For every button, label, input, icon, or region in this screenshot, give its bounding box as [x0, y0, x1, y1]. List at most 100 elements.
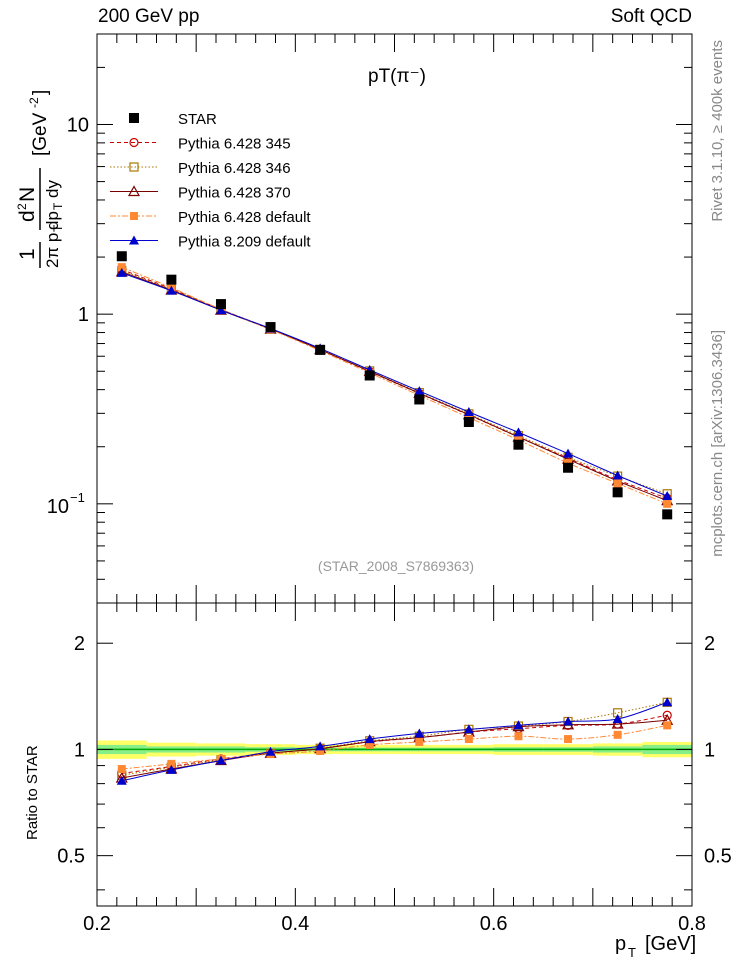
x-tick-label: 0.8	[678, 913, 706, 935]
star-point-0	[116, 251, 127, 262]
xlabel: p T [GeV]	[615, 933, 696, 960]
ratio-series-4-point-11	[662, 697, 673, 707]
ylabel-unit: [GeV	[30, 112, 51, 156]
side-top: Rivet 3.1.10, ≥ 400k events	[709, 40, 726, 222]
legend-marker-4	[130, 212, 138, 220]
legend-marker-1	[129, 137, 139, 148]
legend-label-3: Pythia 6.428 370	[178, 185, 291, 202]
star-point-7	[463, 417, 474, 428]
ylabel-dpt: dp	[43, 211, 62, 230]
star-point-10	[612, 487, 623, 498]
series-4-point-7	[463, 406, 474, 416]
ratio-panel: 0.5 0.5 1 1 2 2 0.2 0.4 0.6 0.8	[57, 602, 732, 935]
ratio-series-0-point-11	[662, 710, 672, 720]
ratio-y-label-left: 0.5	[57, 846, 85, 868]
legend-label-4: Pythia 6.428 default	[178, 209, 311, 226]
series-3-point-0	[117, 263, 126, 272]
y-tick-label-0.1-base: 10	[47, 496, 69, 518]
series-4-point-8	[513, 427, 524, 437]
legend: STAR Pythia 6.428 345 Pythia 6.428 346 Pyth…	[110, 111, 311, 251]
ratio-series-4-point-6	[414, 728, 425, 738]
legend-item-5: Pythia 8.209 default	[110, 234, 311, 251]
star-point-4	[315, 344, 326, 355]
series-4-point-11	[662, 490, 673, 500]
x-tick-label: 0.2	[83, 913, 111, 935]
legend-item-0: STAR	[129, 111, 217, 128]
star-point-2	[215, 299, 226, 310]
ratio-series-4-point-5	[364, 734, 375, 744]
series-line-3	[121, 266, 668, 505]
x-tick-label: 0.6	[480, 913, 508, 935]
ratio-series-3-point-7	[464, 735, 473, 744]
svg-text:T: T	[628, 945, 636, 960]
y-tick-label-0.1-exp: −1	[70, 490, 85, 505]
series-4-point-9	[563, 448, 574, 458]
ratio-y-label-right: 1	[704, 739, 715, 761]
ratio-series-4-point-2	[215, 755, 226, 765]
star-point-1	[166, 274, 177, 285]
y-tick-label-10: 10	[67, 114, 89, 136]
watermark: (STAR_2008_S7869363)	[318, 558, 474, 574]
ratio-series-4-point-8	[513, 720, 524, 730]
legend-item-4: Pythia 6.428 default	[110, 209, 311, 226]
ylabel-frac-one: 1	[16, 248, 39, 260]
x-tick-label: 0.4	[281, 913, 309, 935]
legend-label-0: STAR	[178, 111, 217, 128]
star-point-6	[414, 394, 425, 405]
ratio-y-label-left: 1	[74, 739, 85, 761]
ylabel-sub-t2: T	[51, 202, 65, 210]
y-tick-label-1: 1	[78, 304, 89, 326]
legend-label-1: Pythia 6.428 345	[178, 136, 291, 153]
series-4-point-2	[215, 305, 226, 315]
legend-marker-2	[129, 162, 139, 172]
ratio-ylabel: Ratio to STAR	[24, 745, 41, 840]
ylabel-two-pi: 2π p	[43, 233, 62, 268]
header-right: Soft QCD	[610, 6, 692, 27]
ylabel-sub-t1: T	[51, 224, 65, 232]
header-left: 200 GeV pp	[98, 6, 200, 27]
star-point-8	[513, 439, 524, 450]
ratio-series-line-4	[121, 701, 668, 782]
series-3-point-10	[613, 479, 622, 488]
svg-text:p: p	[615, 933, 626, 955]
ratio-series-4-point-0	[116, 775, 127, 785]
ratio-series-4-point-4	[315, 741, 326, 751]
ratio-series-3-point-10	[613, 730, 622, 739]
svg-text:[GeV]: [GeV]	[645, 933, 696, 955]
star-point-5	[364, 370, 375, 381]
series-4-point-10	[612, 470, 623, 480]
ratio-series-4-point-1	[166, 764, 177, 774]
ratio-series-4-point-10	[612, 713, 623, 723]
legend-item-3: Pythia 6.428 370	[110, 185, 291, 202]
ratio-series-3-point-0	[117, 765, 126, 774]
series-4-point-0	[116, 267, 127, 277]
legend-item-1: Pythia 6.428 345	[110, 136, 291, 153]
ylabel-sup2: 2	[15, 203, 29, 210]
ratio-series-3-point-8	[514, 732, 523, 741]
ylabel-d2n: d	[16, 210, 39, 222]
side-bottom: mcplots.cern.ch [arXiv:1306.3436]	[709, 330, 726, 557]
ylabel-dy: dy	[43, 180, 62, 198]
ylabel-n: N	[16, 187, 39, 202]
legend-marker-3	[127, 185, 141, 197]
ratio-y-label-right: 0.5	[704, 846, 732, 868]
ratio-series-3-point-6	[415, 737, 424, 746]
series-4-point-1	[166, 285, 177, 295]
ratio-series-3-point-4	[316, 746, 325, 755]
ratio-series-3-point-5	[365, 740, 374, 749]
ratio-series-3-point-11	[663, 721, 672, 730]
star-point-9	[563, 462, 574, 473]
legend-marker-0	[129, 113, 139, 123]
ratio-series-3-point-1	[167, 759, 176, 768]
series-line-2	[121, 271, 668, 502]
ratio-y-label-right: 2	[704, 633, 715, 655]
ratio-series-line-3	[121, 724, 668, 770]
ratio-series-2-point-10	[611, 717, 624, 729]
series-3-point-11	[663, 499, 672, 508]
series-4-point-6	[414, 386, 425, 396]
legend-marker-5	[129, 235, 139, 245]
ylabel-unit-close: ]	[30, 90, 51, 95]
